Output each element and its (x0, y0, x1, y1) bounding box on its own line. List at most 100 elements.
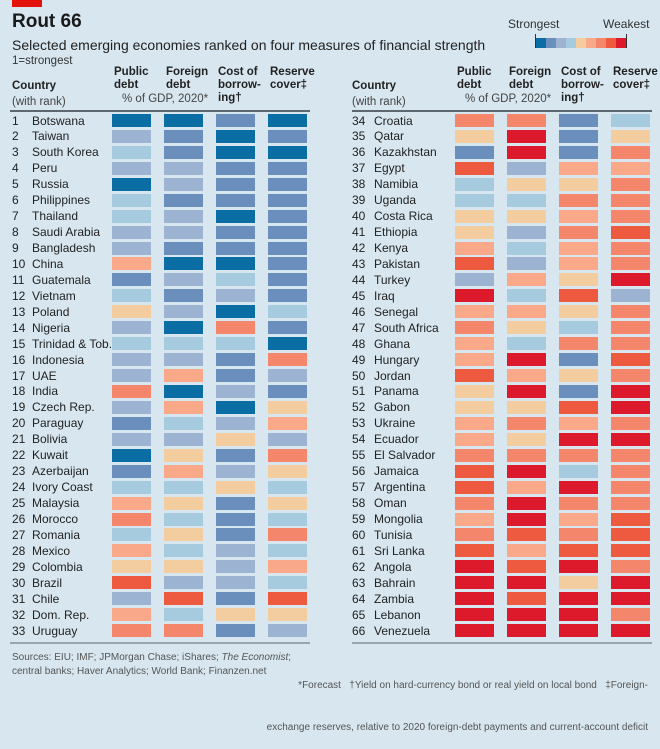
heatmap-cell (164, 337, 203, 351)
heatmap-cell (507, 273, 546, 287)
heatmap-cell (507, 608, 546, 622)
row-rank: 22 (12, 448, 26, 463)
row-country: Kazakhstan (374, 145, 437, 160)
sources: Sources: EIU; IMF; JPMorgan Chase; iShar… (12, 651, 291, 679)
row-country: Hungary (374, 352, 420, 367)
heatmap-cell (611, 512, 650, 526)
header-rule (10, 110, 310, 112)
row-country: Saudi Arabia (32, 225, 101, 240)
column-header: cover‡ (613, 79, 651, 91)
heatmap-cell (164, 257, 203, 271)
heatmap-cell (112, 305, 151, 319)
heatmap-cell (611, 432, 650, 446)
row-country: Ghana (374, 336, 411, 351)
row-rank: 33 (12, 623, 26, 638)
heatmap-cell (268, 353, 307, 367)
heatmap-cell (268, 257, 307, 271)
heatmap-cell (112, 321, 151, 335)
row-country: Lebanon (374, 607, 421, 622)
heatmap-cell (507, 512, 546, 526)
heatmap-cell (164, 576, 203, 590)
heatmap-cell (559, 305, 598, 319)
heatmap-cell (216, 608, 255, 622)
heatmap-cell (164, 114, 203, 127)
heatmap-cell (559, 129, 598, 143)
country-header: Country (352, 80, 397, 92)
heatmap-cell (559, 448, 598, 462)
row-country: Ecuador (374, 432, 419, 447)
heatmap-cell (559, 416, 598, 430)
column-header: debt (509, 79, 534, 91)
row-rank: 10 (12, 256, 26, 271)
chart-subtitle: Selected emerging economies ranked on fo… (12, 37, 486, 53)
row-country: Botswana (32, 113, 85, 128)
heatmap-cell (268, 560, 307, 574)
rank-note: 1=strongest (12, 55, 73, 67)
column-header: Reserve (613, 66, 658, 78)
heatmap-cell (559, 369, 598, 383)
row-country: Malaysia (32, 496, 80, 511)
heatmap-cell (455, 560, 494, 574)
row-rank: 41 (352, 225, 366, 240)
heatmap-cell (112, 576, 151, 590)
heatmap-cell (112, 225, 151, 239)
heatmap-cell (216, 464, 255, 478)
heatmap-cell (112, 289, 151, 303)
heatmap-cell (611, 576, 650, 590)
heatmap-cell (112, 480, 151, 494)
row-rank: 39 (352, 193, 366, 208)
heatmap-cell (164, 528, 203, 542)
heatmap-cell (611, 225, 650, 239)
heatmap-cell (216, 209, 255, 223)
row-rank: 52 (352, 400, 366, 415)
heatmap-cell (112, 241, 151, 255)
heatmap-cell (216, 177, 255, 191)
row-rank: 27 (12, 527, 26, 542)
heatmap-cell (507, 161, 546, 175)
heatmap-cell (268, 337, 307, 351)
heatmap-cell (507, 129, 546, 143)
heatmap-cell (455, 289, 494, 303)
heatmap-cell (164, 608, 203, 622)
row-country: Paraguay (32, 416, 84, 431)
heatmap-cell (268, 576, 307, 590)
row-rank: 65 (352, 607, 366, 622)
heatmap-cell (455, 608, 494, 622)
heatmap-cell (507, 337, 546, 351)
heatmap-cell (268, 464, 307, 478)
heatmap-cell (112, 416, 151, 430)
heatmap-cell (455, 241, 494, 255)
row-country: Guatemala (32, 272, 91, 287)
heatmap-cell (507, 528, 546, 542)
heatmap-cell (611, 129, 650, 143)
heatmap-cell (216, 624, 255, 638)
heatmap-cell (559, 353, 598, 367)
row-country: Namibia (374, 177, 419, 192)
row-rank: 64 (352, 591, 366, 606)
heatmap-cell (164, 193, 203, 207)
heatmap-cell (559, 432, 598, 446)
row-rank: 17 (12, 368, 26, 383)
heatmap-cell (611, 400, 650, 414)
column-header: cover‡ (270, 79, 308, 91)
legend-weakest-label: Weakest (603, 17, 650, 31)
heatmap-cell (559, 592, 598, 606)
heatmap-cell (112, 129, 151, 143)
heatmap-cell (112, 448, 151, 462)
heatmap-cell (164, 464, 203, 478)
heatmap-cell (611, 273, 650, 287)
heatmap-cell (112, 496, 151, 510)
heatmap-cell (455, 369, 494, 383)
heatmap-cell (507, 592, 546, 606)
heatmap-cell (507, 321, 546, 335)
heatmap-cell (268, 129, 307, 143)
heatmap-cell (216, 129, 255, 143)
brand-tag (12, 0, 42, 7)
heatmap-cell (507, 353, 546, 367)
legend-swatch (606, 38, 616, 48)
heatmap-cell (216, 305, 255, 319)
row-rank: 21 (12, 432, 26, 447)
row-rank: 46 (352, 304, 366, 319)
heatmap-cell (559, 544, 598, 558)
heatmap-cell (164, 209, 203, 223)
